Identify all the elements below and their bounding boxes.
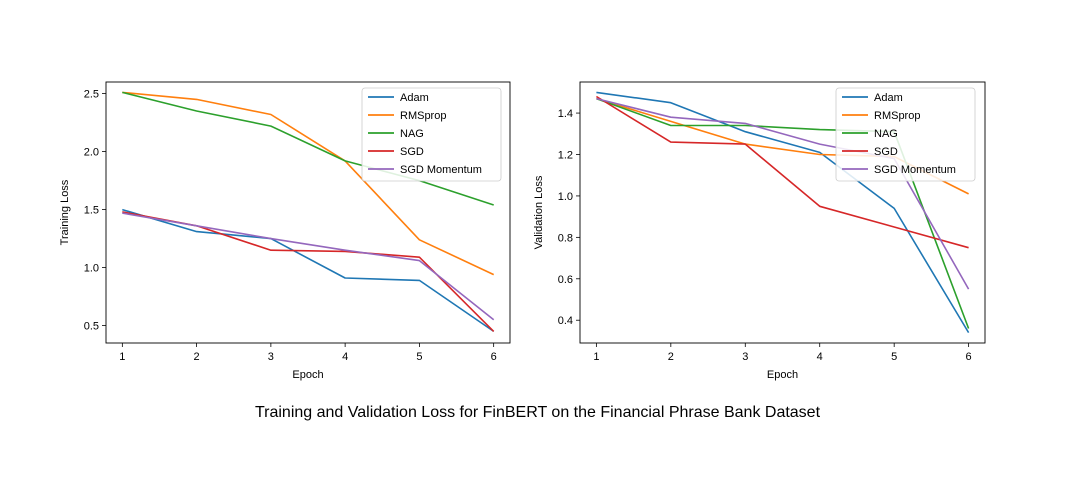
legend: Adam RMSprop NAG SGD SGD Momentum xyxy=(835,87,976,182)
x-tick-label: 1 xyxy=(119,351,125,363)
series-line-nag xyxy=(122,91,494,206)
y-tick-label: 0.6 xyxy=(558,274,573,286)
legend-label-nag: NAG xyxy=(400,128,424,140)
legend-label-rmsprop: RMSprop xyxy=(874,110,920,122)
y-tick-label: 2.5 xyxy=(84,89,99,101)
figure-caption: Training and Validation Loss for FinBERT… xyxy=(254,404,821,421)
y-tick-label: 1.4 xyxy=(558,108,573,120)
series-line-sgd xyxy=(595,95,969,249)
legend-label-rmsprop: RMSprop xyxy=(400,110,446,122)
plot-frame xyxy=(579,81,986,344)
series-line-adam xyxy=(596,91,970,334)
legend-label-sgd: SGD xyxy=(874,146,898,158)
x-tick-label: 1 xyxy=(593,351,599,363)
x-tick-label: 5 xyxy=(416,351,422,363)
y-tick-label: 1.5 xyxy=(84,205,99,217)
validation-loss-chart: 1 2 3 4 5 6 0.4 0.6 0.8 1.0 1.2 1.4 Epoch Validation … xyxy=(533,81,986,381)
x-tick-label: 3 xyxy=(742,351,748,363)
legend-label-adam: Adam xyxy=(400,92,429,104)
y-tick-label: 0.8 xyxy=(558,232,573,244)
y-axis-label: Training Loss xyxy=(59,179,71,245)
legend-box xyxy=(835,87,976,182)
y-axis-label: Validation Loss xyxy=(533,175,545,249)
legend-label-sgd: SGD xyxy=(400,146,424,158)
y-tick-label: 1.0 xyxy=(558,191,573,203)
legend-label-sgd-momentum: SGD Momentum xyxy=(874,164,956,176)
series-line-adam xyxy=(122,208,495,333)
legend-label-sgd-momentum: SGD Momentum xyxy=(400,164,482,176)
x-axis-label: Epoch xyxy=(292,369,323,381)
series-line-sgd-momentum xyxy=(122,212,495,321)
plot-frame xyxy=(105,81,511,344)
y-tick-label: 1.2 xyxy=(558,150,573,162)
legend-label-adam: Adam xyxy=(874,92,903,104)
x-tick-label: 4 xyxy=(817,351,823,363)
x-tick-label: 2 xyxy=(668,351,674,363)
training-loss-chart: 1 2 3 4 5 6 0.5 1.0 1.5 2.0 2.5 Epoch Training Loss A… xyxy=(59,81,511,381)
x-axis-label: Epoch xyxy=(767,369,798,381)
y-tick-label: 1.0 xyxy=(84,263,99,275)
y-tick-label: 0.5 xyxy=(84,321,99,333)
legend: Adam RMSprop NAG SGD SGD Momentum xyxy=(361,87,502,182)
x-tick-label: 6 xyxy=(491,351,497,363)
x-tick-label: 5 xyxy=(891,351,897,363)
y-tick-label: 0.4 xyxy=(558,315,573,327)
x-tick-label: 3 xyxy=(268,351,274,363)
x-tick-label: 2 xyxy=(194,351,200,363)
x-tick-label: 4 xyxy=(342,351,348,363)
series-line-sgd xyxy=(122,211,495,332)
y-tick-label: 2.0 xyxy=(84,147,99,159)
legend-label-nag: NAG xyxy=(874,128,898,140)
legend-box xyxy=(361,87,502,182)
series-line-rmsprop xyxy=(122,91,495,276)
x-tick-label: 6 xyxy=(966,351,972,363)
